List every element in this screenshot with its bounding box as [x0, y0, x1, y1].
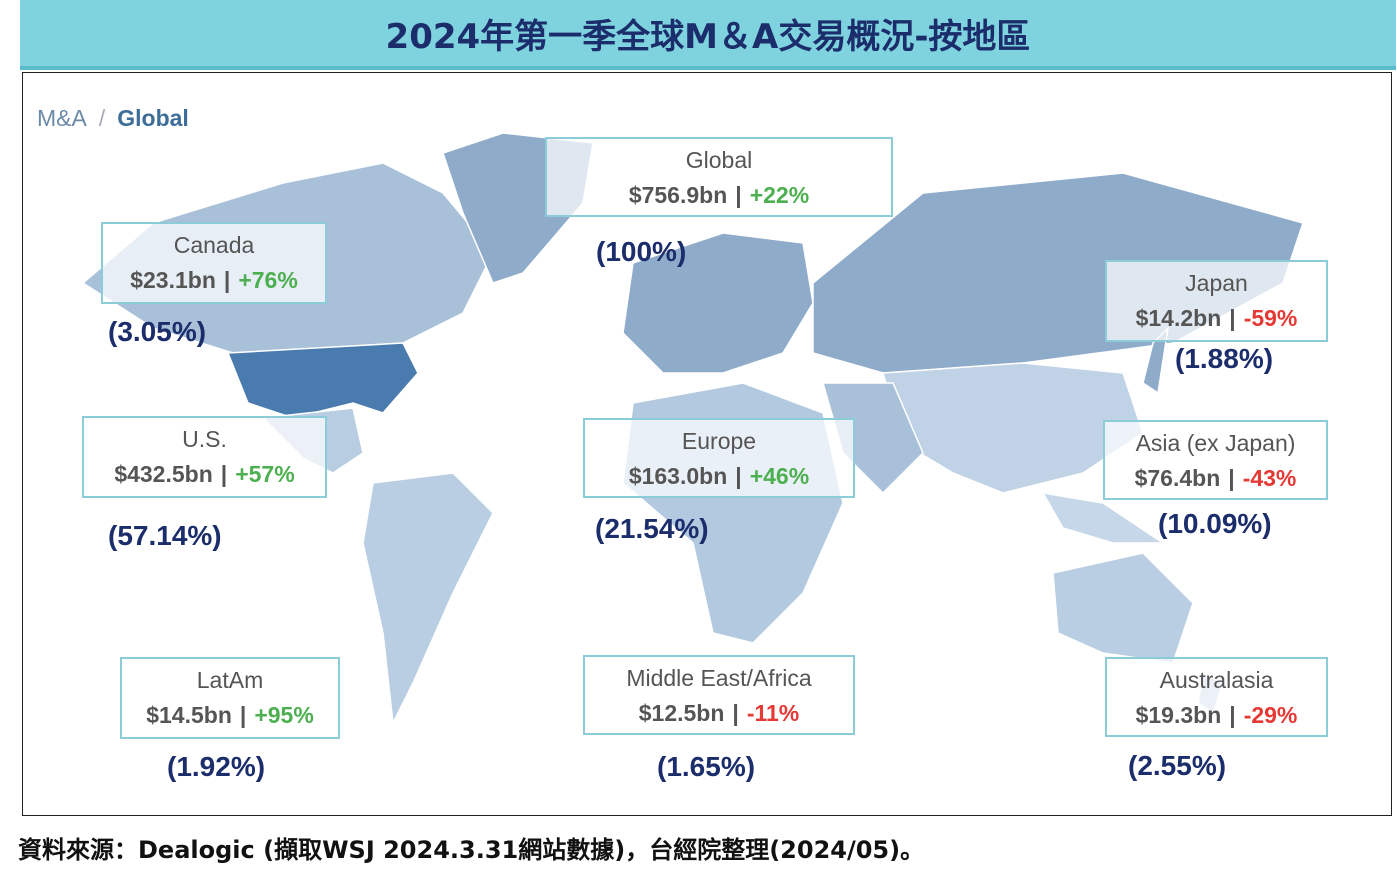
- region-change: -29%: [1243, 702, 1298, 728]
- region-change: +46%: [749, 463, 810, 489]
- region-stats: $19.3bn | -29%: [1107, 702, 1326, 729]
- region-value: $76.4bn: [1134, 465, 1221, 491]
- region-stats: $14.5bn | +95%: [122, 702, 338, 729]
- region-name: Middle East/Africa: [626, 665, 812, 691]
- region-callout: Australasia $19.3bn | -29%: [1105, 657, 1328, 737]
- separator: |: [735, 182, 742, 208]
- region-change: -43%: [1242, 465, 1297, 491]
- region-stats: $14.2bn | -59%: [1107, 305, 1326, 332]
- region-name: Asia (ex Japan): [1135, 430, 1296, 456]
- region-value: $14.2bn: [1135, 305, 1222, 331]
- region-callout: Asia (ex Japan) $76.4bn | -43%: [1103, 420, 1328, 500]
- separator: |: [1229, 305, 1236, 331]
- region-name: Japan: [1185, 270, 1248, 296]
- separator: |: [735, 463, 742, 489]
- breadcrumb-current: Global: [117, 105, 189, 131]
- separator: |: [1229, 702, 1236, 728]
- region-value: $14.5bn: [146, 702, 232, 728]
- region-name: U.S.: [182, 426, 227, 452]
- region-stats: $76.4bn | -43%: [1105, 465, 1326, 492]
- breadcrumb-separator: /: [98, 105, 106, 131]
- region-callout: Japan $14.2bn | -59%: [1105, 260, 1328, 342]
- region-stats: $12.5bn | -11%: [585, 700, 853, 727]
- region-name: Australasia: [1159, 667, 1274, 693]
- region-share: (1.92%): [167, 751, 266, 782]
- region-stats: $23.1bn | +76%: [103, 267, 325, 294]
- region-change: -11%: [746, 700, 800, 726]
- region-stats: $163.0bn | +46%: [585, 463, 853, 490]
- region-name: LatAm: [196, 667, 264, 693]
- region-callout: Europe $163.0bn | +46%: [583, 418, 855, 498]
- source-note: 資料來源：Dealogic (擷取WSJ 2024.3.31網站數據)，台經院整…: [18, 836, 925, 864]
- region-callout: LatAm $14.5bn | +95%: [120, 657, 340, 739]
- region-value: $23.1bn: [130, 267, 216, 293]
- region-share: (100%): [596, 236, 687, 267]
- region-change: +95%: [254, 702, 314, 728]
- region-share: (57.14%): [108, 520, 222, 551]
- region-change: +76%: [238, 267, 298, 293]
- region-callout: Middle East/Africa $12.5bn | -11%: [583, 655, 855, 735]
- region-share: (21.54%): [595, 513, 709, 544]
- region-share: (3.05%): [108, 316, 207, 347]
- region-name: Europe: [681, 428, 757, 454]
- region-value: $12.5bn: [638, 700, 725, 726]
- region-callout: U.S. $432.5bn | +57%: [82, 416, 327, 498]
- separator: |: [220, 461, 228, 487]
- region-value: $163.0bn: [628, 463, 728, 489]
- region-value: $432.5bn: [114, 461, 213, 487]
- breadcrumb-root: M&A: [37, 105, 87, 131]
- region-share: (2.55%): [1128, 750, 1227, 781]
- separator: |: [239, 702, 247, 728]
- breadcrumb: M&A / Global: [37, 105, 189, 132]
- region-name: Canada: [173, 232, 255, 258]
- region-stats: $432.5bn | +57%: [84, 461, 325, 488]
- separator: |: [732, 700, 739, 726]
- separator: |: [223, 267, 231, 293]
- region-callout: Global $756.9bn | +22%: [545, 137, 893, 217]
- region-callout: Canada $23.1bn | +76%: [101, 222, 327, 304]
- region-name: Global: [685, 147, 753, 173]
- region-share: (1.88%): [1175, 343, 1274, 374]
- region-change: +57%: [235, 461, 295, 487]
- region-change: +22%: [749, 182, 810, 208]
- title: 2024年第一季全球M＆A交易概況-按地區: [20, 0, 1396, 70]
- region-share: (10.09%): [1158, 508, 1272, 539]
- region-value: $19.3bn: [1135, 702, 1222, 728]
- region-share: (1.65%): [657, 751, 756, 782]
- region-value: $756.9bn: [628, 182, 728, 208]
- separator: |: [1228, 465, 1235, 491]
- region-stats: $756.9bn | +22%: [547, 182, 891, 209]
- region-change: -59%: [1243, 305, 1298, 331]
